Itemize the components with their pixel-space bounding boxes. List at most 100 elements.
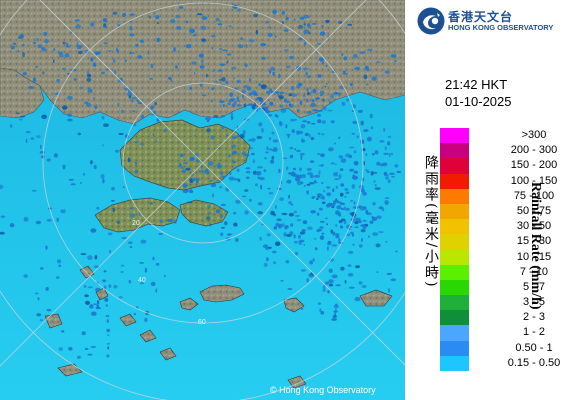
rain-echo — [229, 171, 232, 176]
rain-echo — [279, 197, 284, 202]
rain-echo — [112, 58, 115, 62]
rain-echo — [155, 262, 160, 266]
legend-range-label: 75 - 100 — [513, 189, 555, 202]
legend-swatch — [440, 355, 469, 371]
rain-echo — [329, 258, 335, 262]
rain-echo — [236, 104, 242, 107]
rain-echo — [0, 231, 5, 235]
rain-echo — [389, 172, 395, 175]
rain-echo — [316, 197, 319, 201]
rain-echo — [335, 198, 338, 202]
rain-echo — [296, 149, 301, 152]
rain-echo — [341, 101, 346, 107]
rain-echo — [289, 146, 293, 150]
rain-echo — [317, 119, 322, 124]
rain-echo — [281, 212, 288, 216]
rain-echo — [306, 110, 312, 114]
legend-swatch — [440, 264, 469, 280]
rain-echo — [255, 183, 258, 187]
range-ring-20 — [122, 82, 284, 244]
rain-echo — [122, 186, 125, 189]
rain-echo — [293, 173, 297, 177]
rain-echo — [135, 43, 139, 48]
rain-echo — [272, 139, 279, 143]
rain-echo — [375, 61, 381, 64]
rain-echo — [257, 166, 263, 169]
rain-echo — [374, 184, 377, 187]
rain-echo — [284, 100, 290, 103]
rain-echo — [152, 133, 155, 136]
rain-echo — [335, 284, 341, 287]
rain-echo — [372, 232, 379, 236]
rain-echo — [211, 46, 214, 50]
observation-time: 21:42 HKT — [445, 77, 508, 92]
rain-echo — [269, 101, 274, 106]
rain-echo — [255, 171, 262, 176]
rain-echo — [10, 45, 15, 50]
rain-echo — [351, 110, 354, 112]
rain-echo — [391, 175, 395, 178]
rain-echo — [132, 110, 136, 113]
rain-echo — [221, 77, 226, 82]
rain-echo — [116, 220, 121, 224]
rain-echo — [384, 146, 387, 151]
rain-echo — [0, 215, 6, 218]
rain-echo — [211, 87, 214, 91]
rain-echo — [105, 314, 110, 318]
rain-echo — [30, 137, 35, 140]
rain-echo — [353, 160, 359, 166]
observation-date: 01-10-2025 — [445, 94, 512, 109]
rain-echo — [310, 210, 317, 214]
rain-echo — [303, 29, 309, 35]
rain-echo — [286, 133, 291, 136]
range-ring-40 — [42, 2, 364, 324]
rain-echo — [248, 198, 252, 202]
rain-echo — [102, 178, 105, 184]
rain-echo — [245, 44, 248, 48]
rain-echo — [297, 234, 302, 239]
rain-echo — [352, 120, 358, 125]
rain-echo — [219, 63, 226, 67]
rain-echo — [106, 354, 110, 358]
rain-echo — [139, 282, 144, 285]
rain-echo — [349, 82, 353, 87]
rain-echo — [358, 109, 363, 113]
rain-echo — [241, 151, 246, 156]
rain-echo — [327, 290, 330, 294]
rain-echo — [176, 26, 182, 30]
island — [359, 289, 393, 307]
rain-echo — [225, 81, 229, 84]
rain-echo — [294, 251, 299, 256]
rain-echo — [120, 271, 124, 273]
rain-echo — [330, 94, 334, 99]
rain-echo — [253, 13, 259, 18]
rain-echo — [272, 9, 277, 15]
rain-echo — [310, 137, 314, 141]
rain-echo — [306, 87, 309, 92]
legend-range-label: 15 - 30 — [516, 235, 552, 248]
radar-map[interactable]: 20 40 60 © Hong Kong Observatory — [0, 0, 405, 400]
rain-echo — [198, 169, 202, 173]
rain-echo — [75, 24, 81, 29]
rain-echo — [263, 262, 268, 267]
rain-echo — [293, 18, 296, 21]
rain-echo — [248, 39, 255, 43]
rain-echo — [79, 86, 83, 90]
rain-echo — [95, 287, 101, 292]
rain-echo — [390, 278, 397, 282]
rain-echo — [228, 25, 232, 28]
rain-echo — [299, 239, 305, 243]
rain-echo — [178, 163, 182, 168]
rain-echo — [307, 172, 314, 176]
rain-echo — [175, 14, 181, 19]
rain-echo — [215, 18, 220, 22]
rain-echo — [138, 102, 142, 105]
rain-echo — [39, 319, 43, 321]
rain-echo — [201, 59, 204, 63]
rain-echo — [307, 75, 311, 79]
rain-echo — [9, 124, 13, 128]
rain-echo — [70, 183, 76, 186]
island — [283, 297, 305, 313]
rain-echo — [300, 155, 303, 161]
rain-echo — [348, 286, 355, 289]
